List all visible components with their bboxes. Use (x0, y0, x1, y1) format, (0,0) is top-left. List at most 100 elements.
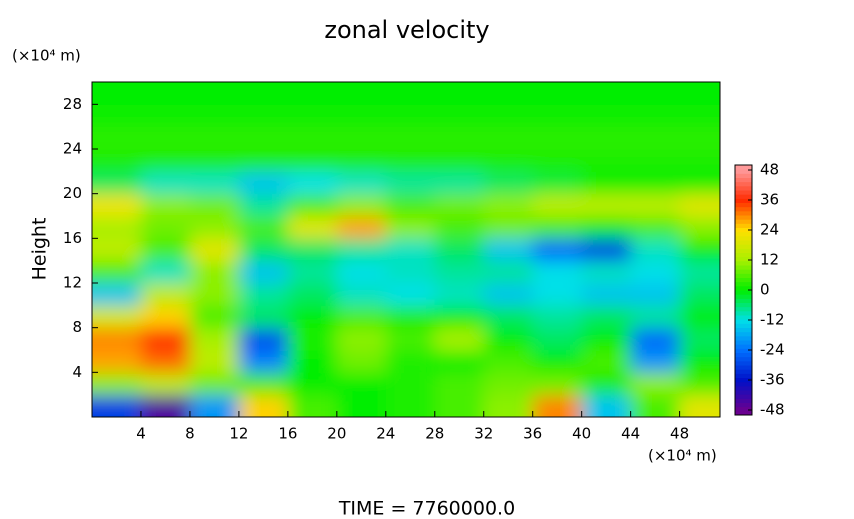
colorbar-segment (735, 352, 752, 358)
contour-cell (140, 327, 191, 351)
contour-cell (238, 394, 289, 417)
y-tick-label: 8 (72, 318, 82, 336)
x-tick-label: 36 (523, 425, 542, 443)
contour-cell (238, 327, 289, 351)
contour-cell (189, 126, 240, 150)
contour-cell (581, 238, 632, 262)
contour-cell (287, 104, 338, 128)
contour-cell (434, 283, 485, 306)
colorbar-segment (735, 348, 752, 353)
contour-cell (238, 126, 289, 150)
footer: TIME = 7760000.0 (338, 498, 515, 519)
contour-cell (679, 193, 720, 217)
colorbar-segment (735, 344, 752, 349)
colorbar-segment (735, 410, 752, 416)
contour-cell (385, 104, 436, 128)
contour-cell (92, 283, 142, 306)
contour-cell (92, 126, 142, 150)
colorbar-segment (735, 190, 752, 195)
contour-cell (189, 238, 240, 262)
colorbar-tick-label: -24 (760, 341, 785, 359)
contour-cell (287, 327, 338, 351)
colorbar-segment (735, 185, 752, 191)
colorbar-segment (735, 265, 752, 270)
contour-cell (532, 327, 583, 351)
colorbar-segment (735, 169, 752, 174)
contour-cell (532, 126, 583, 150)
colorbar-segment (735, 306, 752, 312)
colorbar-segment (735, 227, 752, 233)
contour-cell (630, 283, 681, 306)
x-tick-label: 24 (376, 425, 395, 443)
contour-cell (532, 193, 583, 217)
contour-cell (679, 82, 720, 105)
contour-cell (385, 126, 436, 150)
contour-cell (679, 350, 720, 373)
contour-cell (483, 193, 534, 217)
colorbar-segment (735, 294, 752, 299)
x-tick-label: 12 (229, 425, 248, 443)
contour-cell (630, 149, 681, 172)
contour-cell (434, 372, 485, 396)
colorbar-tick-label: 24 (760, 221, 779, 239)
contour-cell (140, 305, 191, 329)
colorbar-segment (735, 398, 752, 403)
contour-cell (189, 305, 240, 329)
x-tick-label: 40 (572, 425, 591, 443)
contour-cell (483, 104, 534, 128)
contour-cell (287, 350, 338, 373)
colorbar-segment (735, 373, 752, 378)
contour-cell (385, 171, 436, 195)
contour-cell (434, 171, 485, 195)
colorbar-segment (735, 202, 752, 208)
contour-cell (238, 193, 289, 217)
contour-cell (140, 171, 191, 195)
contour-cell (630, 82, 681, 105)
contour-cell (679, 216, 720, 239)
colorbar-segment (735, 240, 752, 245)
colorbar-tick-label: 0 (760, 281, 770, 299)
contour-cell (630, 126, 681, 150)
colorbar-segment (735, 273, 752, 278)
contour-cell (434, 305, 485, 329)
contour-cell (92, 149, 142, 172)
colorbar-segment (735, 406, 752, 412)
contour-cell (434, 394, 485, 417)
contour-cell (238, 283, 289, 306)
colorbar-segment (735, 394, 752, 399)
contour-cell (434, 193, 485, 217)
contour-cell (140, 216, 191, 239)
contour-cell (385, 350, 436, 373)
x-tick-label: 4 (136, 425, 146, 443)
colorbar-segment (735, 327, 752, 333)
contour-cell (287, 238, 338, 262)
contour-cell (483, 394, 534, 417)
colorbar-segment (735, 323, 752, 328)
contour-cell (581, 216, 632, 239)
contour-cell (336, 149, 387, 172)
contour-cell (336, 82, 387, 105)
y-tick-label: 4 (72, 363, 82, 381)
contour-cell (581, 260, 632, 284)
contour-cell (630, 238, 681, 262)
colorbar-segment (735, 356, 752, 362)
contour-cell (581, 126, 632, 150)
contour-cell (434, 126, 485, 150)
colorbar-tick-label: 36 (760, 191, 779, 209)
contour-cell (287, 193, 338, 217)
colorbar-segment (735, 206, 752, 212)
contour-cell (336, 283, 387, 306)
contour-cell (336, 394, 387, 417)
x-tick-label: 32 (474, 425, 493, 443)
chart-title: zonal velocity (324, 16, 489, 44)
contour-cell (679, 283, 720, 306)
contour-cell (483, 149, 534, 172)
contour-cell (189, 327, 240, 351)
colorbar-segment (735, 335, 752, 341)
contour-cell (336, 126, 387, 150)
contour-cell (483, 260, 534, 284)
contour-cell (679, 260, 720, 284)
contour-cell (581, 283, 632, 306)
contour-cell (532, 104, 583, 128)
